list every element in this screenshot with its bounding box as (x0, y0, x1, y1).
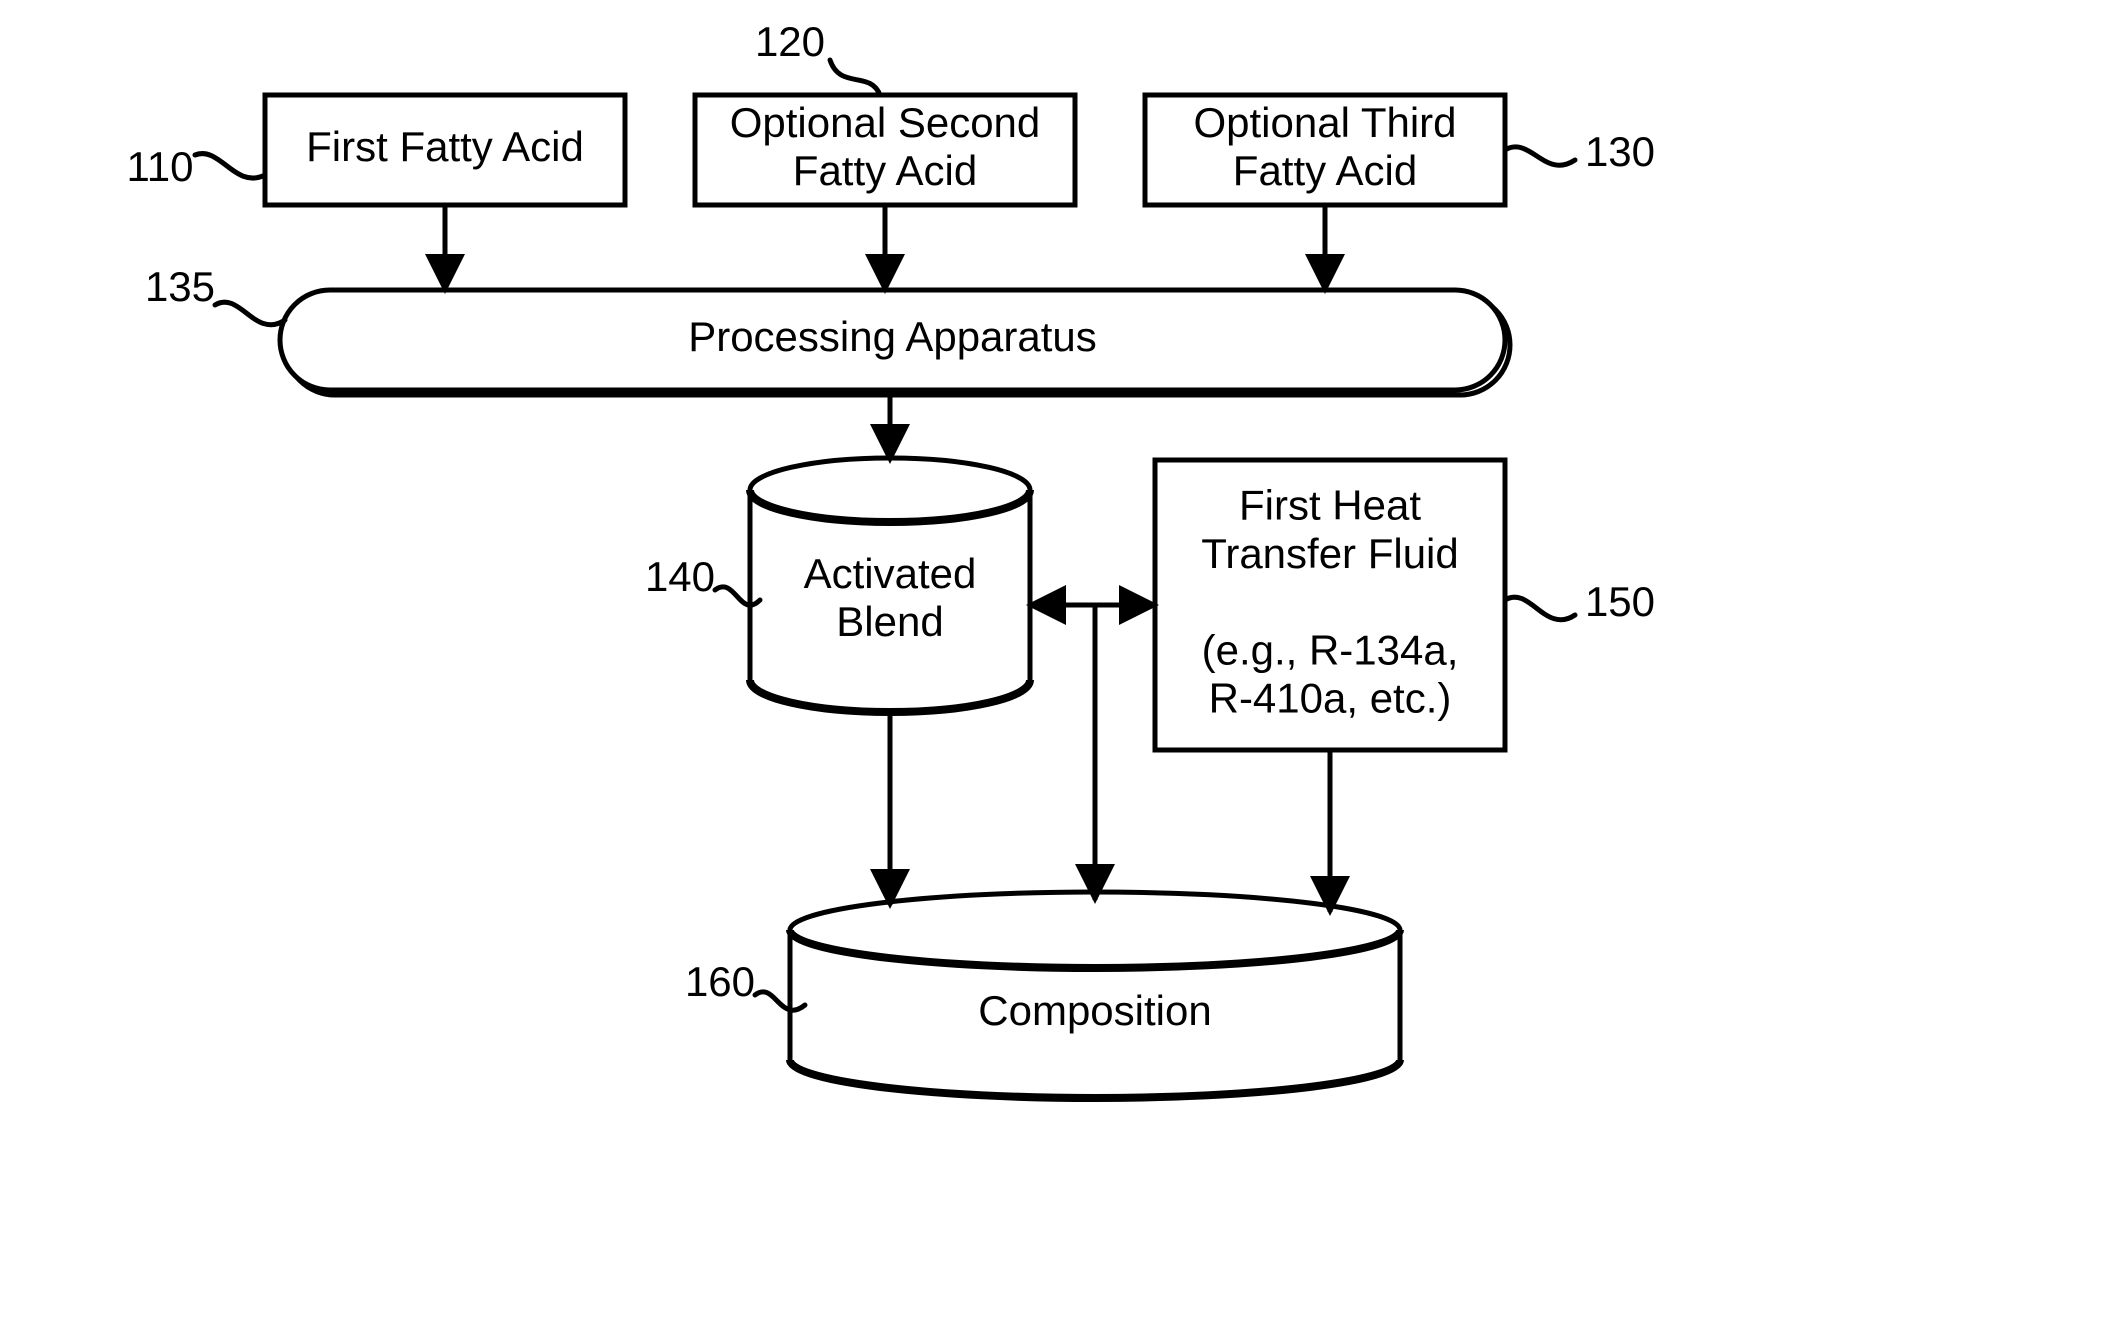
ref-label-135: 135 (145, 263, 215, 310)
node-n160: Composition (790, 892, 1400, 1098)
node-text: Fatty Acid (1233, 147, 1417, 194)
ref-label-150: 150 (1585, 578, 1655, 625)
ref-leader-130 (1505, 147, 1575, 165)
ref-label-120: 120 (755, 18, 825, 65)
node-text: Fatty Acid (793, 147, 977, 194)
node-text: Transfer Fluid (1201, 530, 1459, 577)
node-n110: First Fatty Acid (265, 95, 625, 205)
node-text: First Heat (1239, 481, 1421, 528)
diagram-canvas: First Fatty AcidOptional SecondFatty Aci… (0, 0, 2122, 1317)
ref-leader-135 (215, 302, 285, 325)
ref-leader-110 (195, 154, 265, 179)
node-text: First Fatty Acid (306, 123, 584, 170)
node-text: Optional Third (1193, 99, 1456, 146)
node-text: Activated (804, 550, 977, 597)
node-n130: Optional ThirdFatty Acid (1145, 95, 1505, 205)
ref-leader-150 (1505, 597, 1575, 620)
node-n135: Processing Apparatus (280, 290, 1510, 395)
node-text: R-410a, etc.) (1209, 675, 1452, 722)
node-text: Blend (836, 598, 943, 645)
node-n150: First HeatTransfer Fluid (e.g., R-134a,R-… (1155, 460, 1505, 750)
node-text: (e.g., R-134a, (1202, 626, 1459, 673)
ref-label-130: 130 (1585, 128, 1655, 175)
ref-label-110: 110 (127, 143, 194, 190)
ref-label-140: 140 (645, 553, 715, 600)
node-n140: ActivatedBlend (750, 458, 1030, 712)
node-text: Optional Second (730, 99, 1041, 146)
node-text: Composition (978, 987, 1211, 1034)
ref-label-160: 160 (685, 958, 755, 1005)
node-text: Processing Apparatus (688, 313, 1097, 360)
node-n120: Optional SecondFatty Acid (695, 95, 1075, 205)
ref-leader-120 (830, 60, 880, 95)
